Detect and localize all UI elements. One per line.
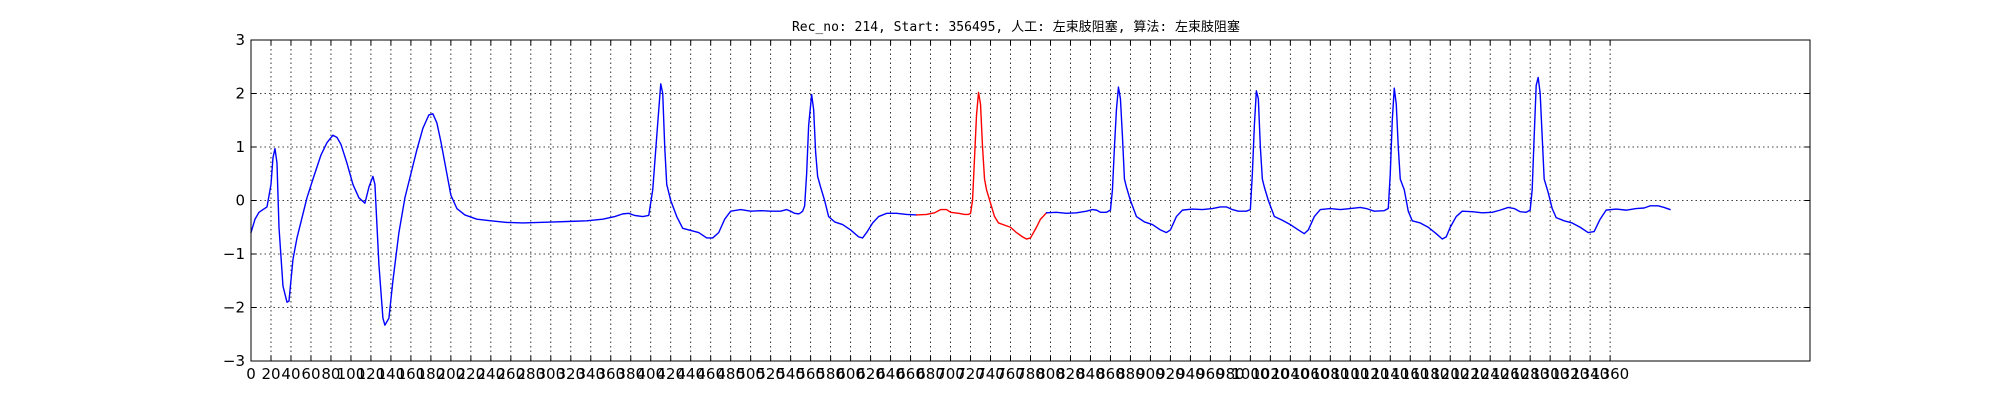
x-tick-label: 640 xyxy=(876,365,905,383)
x-tick-label: 780 xyxy=(1016,365,1045,383)
x-tick-label: 400 xyxy=(636,365,665,383)
x-tick-label: 380 xyxy=(616,365,645,383)
x-tick-label: 980 xyxy=(1216,365,1245,383)
x-tick-label: 660 xyxy=(896,365,925,383)
x-tick-label: 940 xyxy=(1176,365,1205,383)
x-tick-label: 280 xyxy=(517,365,546,383)
x-tick-label: 560 xyxy=(796,365,825,383)
x-tick-label: 1020 xyxy=(1251,365,1289,383)
x-tick-label: 680 xyxy=(916,365,945,383)
x-tick-label: 720 xyxy=(956,365,985,383)
x-tick-label: 740 xyxy=(976,365,1005,383)
x-tick-label: 420 xyxy=(656,365,685,383)
x-tick-label: 960 xyxy=(1196,365,1225,383)
y-tick-label: 2 xyxy=(235,85,245,103)
x-tick-label: 920 xyxy=(1156,365,1185,383)
x-tick-label: 100 xyxy=(337,365,366,383)
x-tick-label: 580 xyxy=(816,365,845,383)
x-tick-label: 480 xyxy=(716,365,745,383)
x-tick-label: 340 xyxy=(576,365,605,383)
x-tick-label: 880 xyxy=(1116,365,1145,383)
x-tick-label: 820 xyxy=(1056,365,1085,383)
x-tick-label: 1300 xyxy=(1531,365,1569,383)
x-tick-label: 1180 xyxy=(1411,365,1449,383)
x-tick-label: 320 xyxy=(556,365,585,383)
x-tick-label: 1100 xyxy=(1331,365,1369,383)
x-tick-label: 800 xyxy=(1036,365,1065,383)
x-tick-label: 1080 xyxy=(1311,365,1349,383)
x-tick-label: 1200 xyxy=(1431,365,1469,383)
x-tick-label: 1160 xyxy=(1391,365,1429,383)
x-tick-label: 520 xyxy=(756,365,785,383)
x-tick-label: 540 xyxy=(776,365,805,383)
plot-frame xyxy=(250,39,1811,362)
y-tick-label: −1 xyxy=(223,245,245,263)
x-tick-label: 900 xyxy=(1136,365,1165,383)
y-tick-label: 3 xyxy=(235,31,245,49)
ecg-series-normal xyxy=(250,83,918,326)
x-tick-label: 1240 xyxy=(1471,365,1509,383)
x-tick-label: 1280 xyxy=(1511,365,1549,383)
series-layer xyxy=(250,76,1671,326)
x-tick-label: 500 xyxy=(736,365,765,383)
y-tick-label: −3 xyxy=(223,352,245,370)
x-tick-label: 140 xyxy=(377,365,406,383)
x-tick-label: 120 xyxy=(357,365,386,383)
x-tick-label: 760 xyxy=(996,365,1025,383)
x-tick-label: 860 xyxy=(1096,365,1125,383)
x-tick-label: 1000 xyxy=(1231,365,1269,383)
x-tick-label: 220 xyxy=(457,365,486,383)
x-tick-label: 1320 xyxy=(1551,365,1589,383)
x-tick-label: 1360 xyxy=(1591,365,1629,383)
y-tick-label: −2 xyxy=(223,299,245,317)
x-tick-label: 260 xyxy=(497,365,526,383)
x-tick-label: 1340 xyxy=(1571,365,1609,383)
ecg-series-normal xyxy=(1045,76,1671,240)
x-tick-label: 840 xyxy=(1076,365,1105,383)
x-tick-label: 300 xyxy=(536,365,565,383)
y-tick-label: 0 xyxy=(235,192,245,210)
x-tick-label: 1060 xyxy=(1291,365,1329,383)
x-tick-label: 40 xyxy=(281,365,300,383)
x-tick-label: 240 xyxy=(477,365,506,383)
x-tick-label: 0 xyxy=(246,365,256,383)
ecg-series-highlight xyxy=(915,91,1048,240)
x-tick-label: 600 xyxy=(836,365,865,383)
x-tick-label: 180 xyxy=(417,365,446,383)
x-tick-label: 1220 xyxy=(1451,365,1489,383)
x-tick-label: 700 xyxy=(936,365,965,383)
y-tick-label: 1 xyxy=(235,138,245,156)
x-tick-label: 200 xyxy=(437,365,466,383)
x-tick-label: 1140 xyxy=(1371,365,1409,383)
x-tick-label: 620 xyxy=(856,365,885,383)
x-tick-label: 80 xyxy=(321,365,340,383)
chart-title: Rec_no: 214, Start: 356495, 人工: 左束肢阻塞, 算… xyxy=(792,19,1240,35)
x-tick-label: 1260 xyxy=(1491,365,1529,383)
x-tick-label: 20 xyxy=(261,365,280,383)
x-tick-label: 360 xyxy=(596,365,625,383)
x-tick-label: 460 xyxy=(696,365,725,383)
x-tick-label: 440 xyxy=(676,365,705,383)
x-tick-label: 160 xyxy=(397,365,426,383)
x-tick-label: 1120 xyxy=(1351,365,1389,383)
grid-layer xyxy=(251,40,1810,361)
x-tick-label: 60 xyxy=(301,365,320,383)
x-tick-label: 1040 xyxy=(1271,365,1309,383)
